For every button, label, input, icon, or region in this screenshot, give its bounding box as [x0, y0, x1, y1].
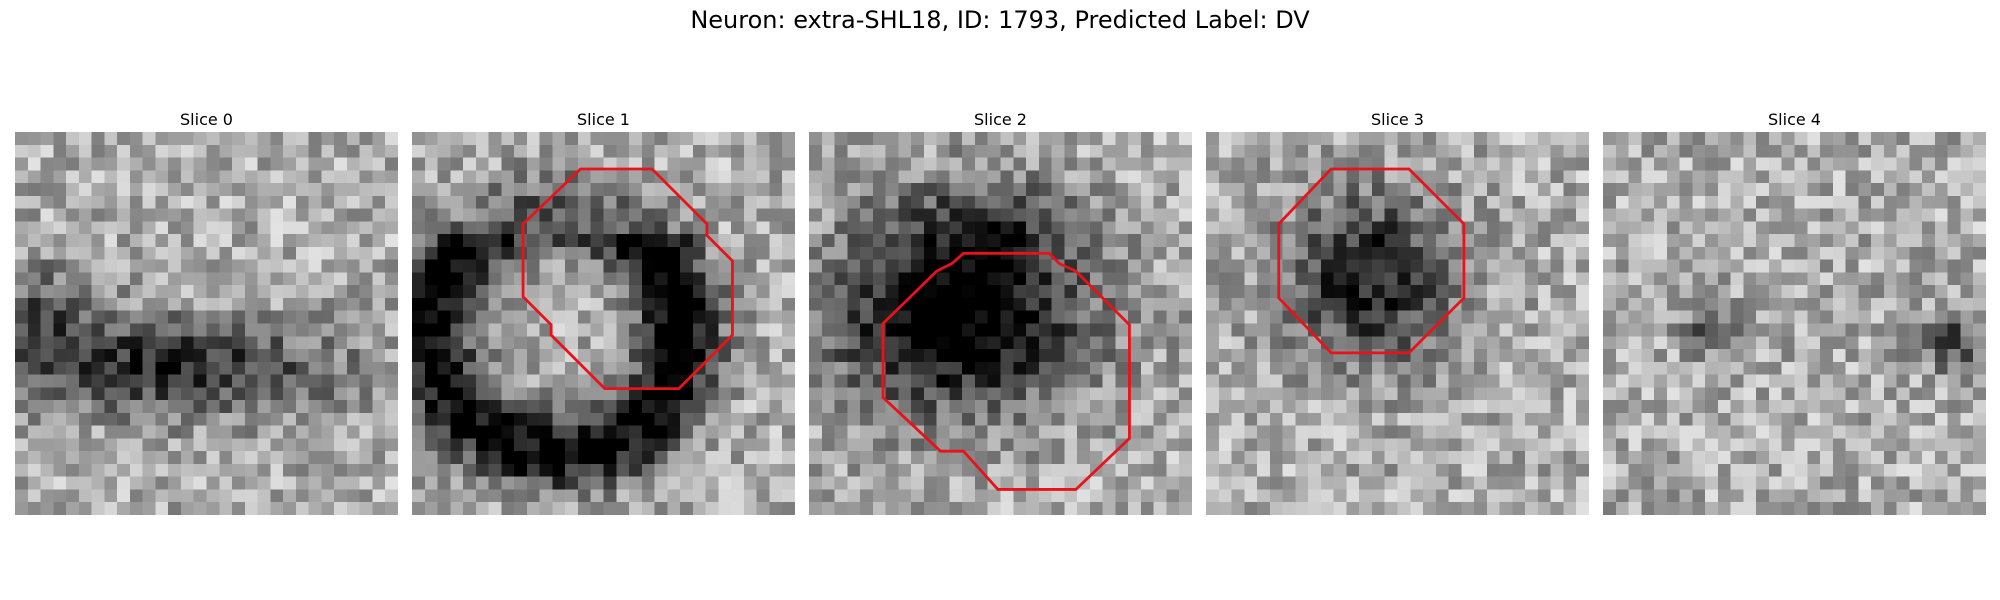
slice-panel-4: Slice 4	[1603, 108, 1986, 515]
slice-title: Slice 2	[974, 110, 1027, 129]
slice-panel-3: Slice 3	[1206, 108, 1589, 515]
slice-panel-2: Slice 2	[809, 108, 1192, 515]
slice-image	[412, 132, 795, 515]
slice-image	[1206, 132, 1589, 515]
slice-title: Slice 3	[1371, 110, 1424, 129]
slice-title: Slice 4	[1768, 110, 1821, 129]
roi-contour	[881, 251, 1131, 491]
slice-panel-0: Slice 0	[15, 108, 398, 515]
figure-title: Neuron: extra-SHL18, ID: 1793, Predicted…	[690, 6, 1310, 34]
slice-image	[809, 132, 1192, 515]
slice-image	[15, 132, 398, 515]
roi-contour	[521, 167, 734, 391]
slice-panel-1: Slice 1	[412, 108, 795, 515]
slice-title: Slice 1	[577, 110, 630, 129]
slice-image	[1603, 132, 1986, 515]
roi-contour	[1277, 167, 1466, 355]
slice-title: Slice 0	[180, 110, 233, 129]
